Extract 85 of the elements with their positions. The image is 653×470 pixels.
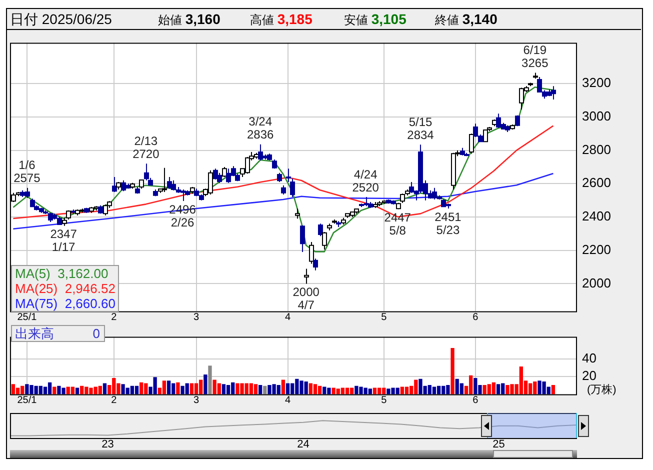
x-tick-label: 24 (297, 438, 310, 451)
x-tick-label: 25/1 (17, 312, 38, 323)
bar (222, 384, 226, 394)
bar (43, 386, 48, 394)
text: 終値 3,140 (435, 11, 498, 27)
text: MA(5) 3,162.00 (15, 266, 110, 281)
bar (75, 388, 80, 394)
annotation: 6/19 3265 (522, 43, 549, 70)
bar (70, 386, 75, 394)
x-tick-label: 2 (111, 312, 118, 323)
text: MA(75) 2,660.60 (15, 296, 116, 311)
bar (190, 383, 194, 394)
text: MA(25) 2,946.52 (15, 281, 116, 296)
x-tick-label: 25/1 (17, 394, 38, 406)
y-tick-label: 3200 (582, 75, 611, 90)
x-tick-label: 3 (193, 312, 200, 323)
bar (254, 384, 258, 394)
bar (281, 380, 286, 394)
bar (258, 385, 262, 394)
bar (263, 386, 267, 394)
y-axis-title: (万株) (587, 383, 616, 397)
bar (162, 380, 166, 394)
annotation: 1/6 2575 (14, 158, 41, 186)
y-tick-label: 2800 (582, 142, 611, 157)
y-tick-label: 2200 (582, 242, 611, 257)
bar (313, 384, 318, 394)
x-tick-label: 4 (285, 312, 291, 323)
y-tick-label: 2600 (582, 175, 611, 190)
x-tick-label: 25 (492, 438, 505, 451)
x-tick-label: 5 (381, 312, 388, 323)
x-tick-label: 4 (285, 394, 291, 406)
annotation: 2451 5/23 (434, 210, 462, 237)
bar (340, 388, 345, 394)
annotation: 2347 1/17 (50, 227, 78, 254)
annotation: 3/24 2836 (246, 114, 274, 142)
y-tick-label: 40 (582, 350, 596, 366)
text: 安値 3,105 (344, 11, 406, 27)
bar (166, 380, 171, 394)
bar (404, 386, 409, 394)
y-tick-label: 3000 (582, 108, 611, 124)
bar (372, 388, 377, 394)
bar (204, 374, 208, 394)
text: 高値 3,185 (250, 11, 312, 27)
x-tick-label: 6 (472, 394, 479, 406)
bar (208, 366, 212, 394)
bar (528, 383, 532, 394)
bar (492, 382, 496, 394)
bar (130, 386, 134, 394)
annotation: 2000 4/7 (292, 285, 320, 312)
bar (194, 383, 198, 394)
annotation: 5/15 2834 (407, 114, 434, 142)
bar (48, 382, 52, 394)
text: 始値 3,160 (158, 11, 220, 27)
bar (460, 383, 464, 394)
bar (140, 382, 144, 394)
x-tick-label: 2 (111, 394, 118, 406)
y-tick-label: 2400 (582, 208, 611, 224)
bar (432, 386, 436, 394)
x-tick-label: 6 (472, 312, 479, 323)
x-tick-label: 3 (193, 394, 200, 406)
bar (377, 388, 382, 394)
x-tick-label: 5 (381, 394, 388, 406)
annotation: 4/24 2520 (352, 167, 380, 194)
bar (496, 384, 500, 394)
y-tick-label: 2000 (582, 275, 611, 290)
bar (226, 385, 230, 394)
y-tick-label: 20 (582, 368, 596, 384)
bar (318, 386, 322, 394)
bar (436, 386, 441, 394)
annotation: 0 (92, 326, 100, 341)
bar (102, 383, 107, 394)
bar (52, 386, 56, 394)
bar (450, 348, 454, 394)
bar (551, 385, 556, 394)
x-tick-label: 23 (102, 438, 114, 451)
bar (11, 384, 16, 394)
bar (176, 382, 180, 394)
text: 出来高 (15, 326, 54, 341)
annotation: 2/13 2720 (132, 134, 160, 161)
chart-title: 日付 2025/06/25 (10, 10, 112, 29)
bar (345, 388, 350, 394)
bar (286, 383, 290, 394)
bar (16, 388, 20, 394)
bar (400, 386, 404, 394)
bar (134, 386, 139, 394)
